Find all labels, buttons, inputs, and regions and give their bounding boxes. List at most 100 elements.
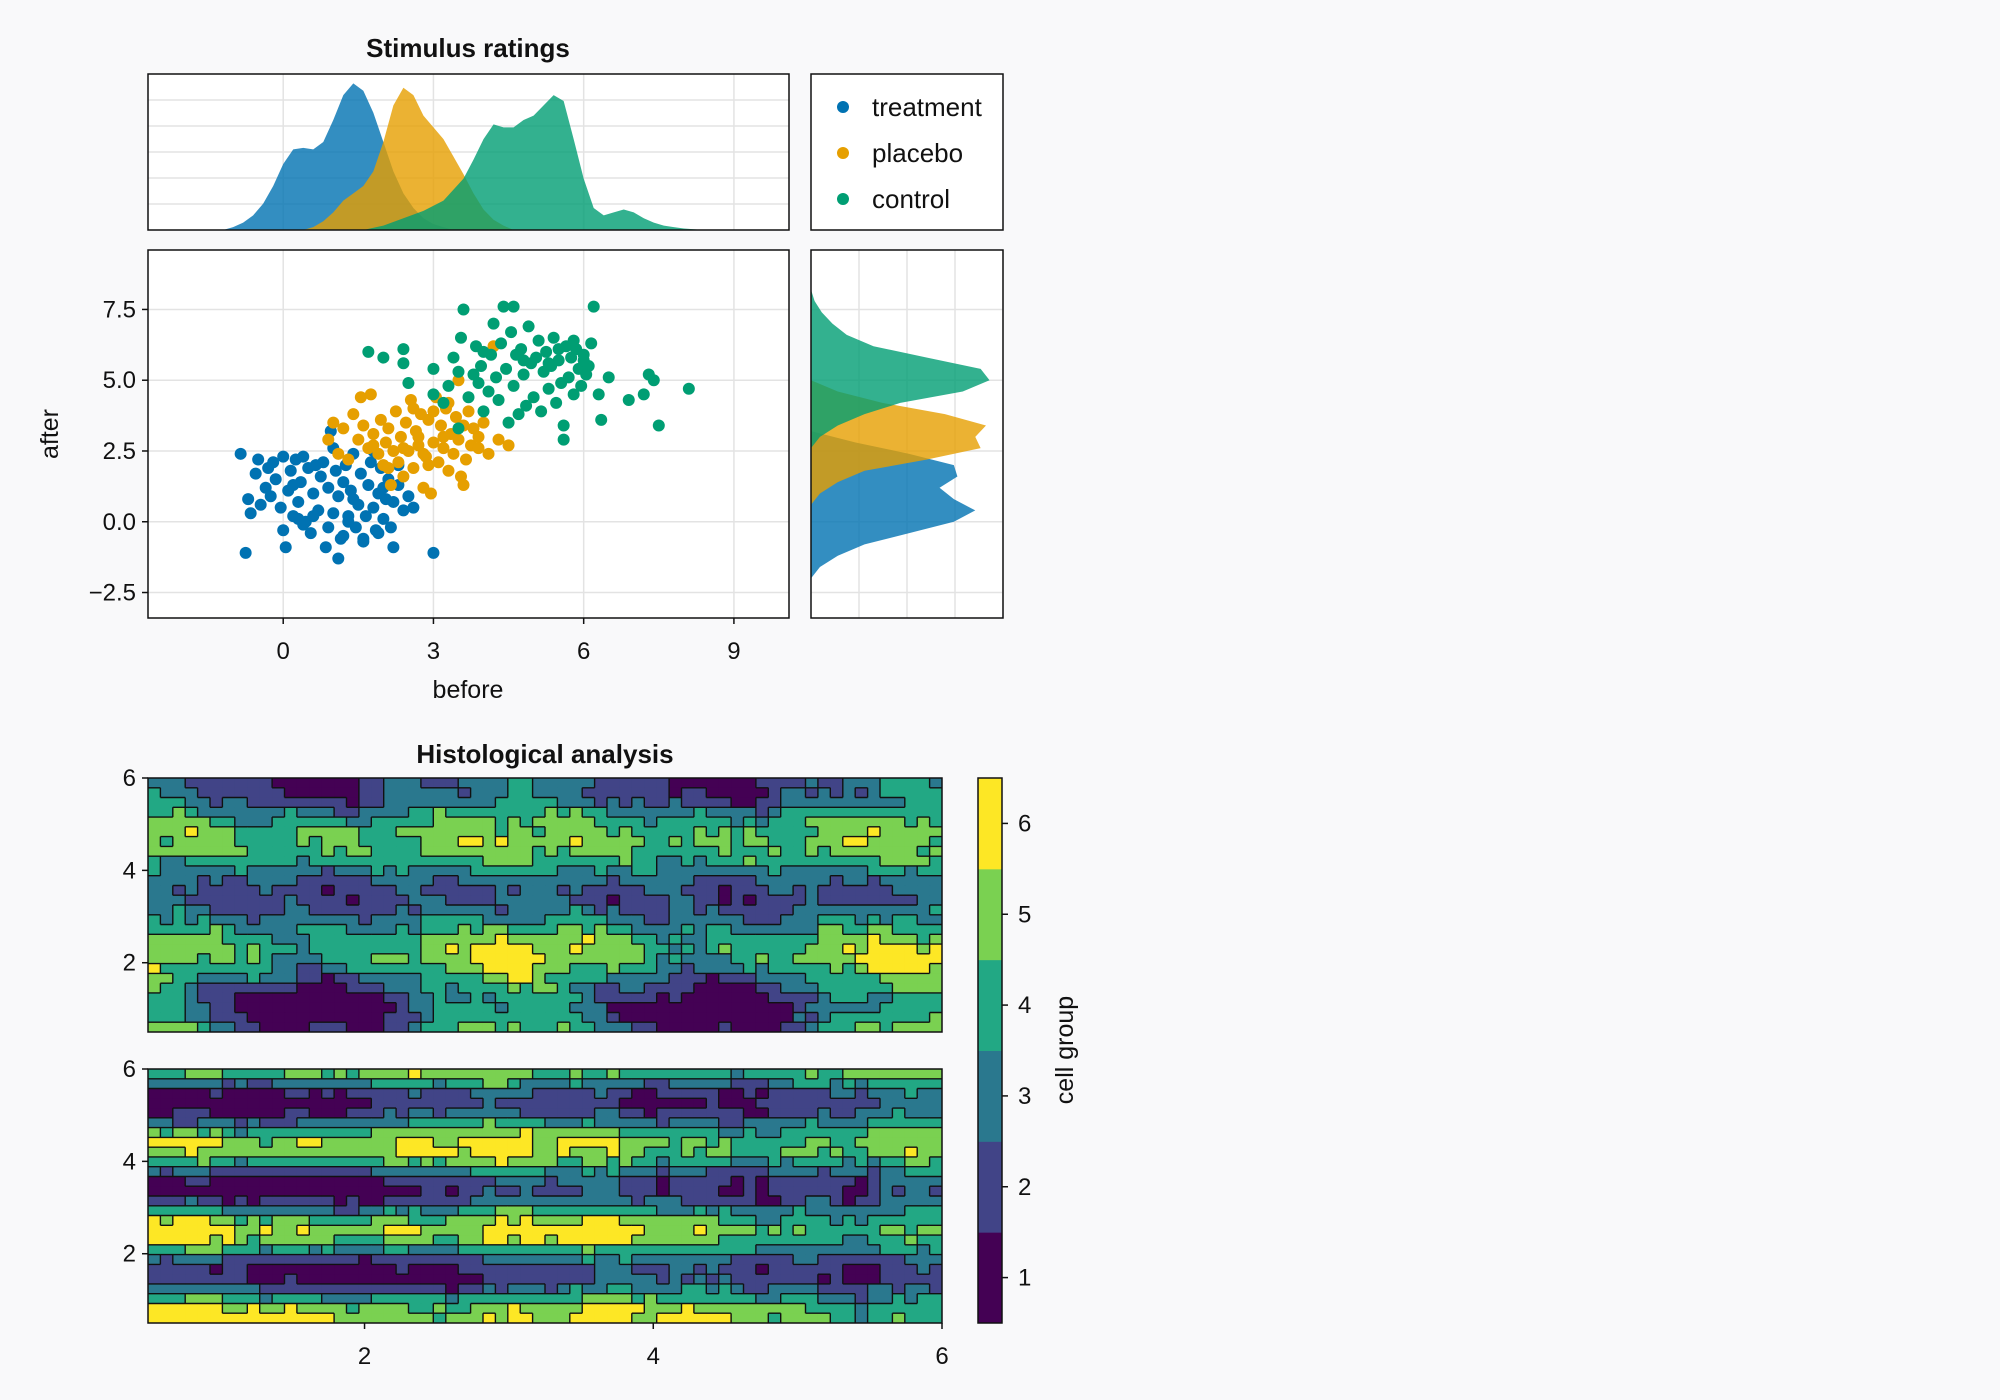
contour-cell <box>433 1196 447 1207</box>
contour-cell <box>830 914 844 926</box>
contour-cell <box>408 778 422 789</box>
contour-cell <box>210 778 224 789</box>
contour-cell <box>160 924 174 935</box>
contour-cell <box>718 1127 732 1138</box>
contour-cell <box>681 856 695 867</box>
contour-cell <box>321 983 335 994</box>
contour-cell <box>160 797 174 808</box>
legend-label-placebo: placebo <box>872 138 963 168</box>
contour-cell <box>904 807 918 818</box>
contour-cell <box>855 1137 869 1148</box>
contour-cell <box>408 1137 422 1148</box>
contour-cell <box>495 1283 509 1295</box>
contour-cell <box>817 1137 831 1148</box>
contour-cell <box>755 778 769 789</box>
contour-cell <box>346 1069 360 1080</box>
x-tick-label: 4 <box>647 1343 660 1370</box>
contour-cell <box>607 1127 621 1138</box>
contour-cell <box>507 817 521 828</box>
contour-cell <box>557 817 571 828</box>
contour-cell <box>433 1313 447 1323</box>
contour-cell <box>160 944 174 955</box>
scatter-point-placebo <box>347 408 360 421</box>
contour-cell <box>358 1235 372 1246</box>
contour-cell <box>644 983 658 994</box>
contour-cell <box>197 983 211 994</box>
contour-cell <box>234 778 248 789</box>
contour-cell <box>669 1127 683 1138</box>
contour-cell <box>631 1166 645 1178</box>
contour-cell <box>793 973 807 984</box>
contour-cell <box>222 1098 236 1109</box>
contour-cell <box>879 973 893 984</box>
contour-cell <box>917 983 931 994</box>
contour-cell <box>296 846 310 857</box>
contour-cell <box>383 992 397 1004</box>
contour-cell <box>656 1205 670 1217</box>
contour-cell <box>445 934 459 945</box>
contour-cell <box>693 1186 707 1197</box>
contour-cell <box>532 1156 546 1168</box>
contour-cell <box>321 992 335 1004</box>
contour-cell <box>420 1147 434 1158</box>
contour-cell <box>532 963 546 974</box>
contour-cell <box>470 846 484 857</box>
contour-cell <box>520 817 534 828</box>
contour-cell <box>607 1186 621 1197</box>
contour-cell <box>693 1244 707 1256</box>
contour-cell <box>892 797 906 808</box>
contour-cell <box>743 1108 757 1119</box>
contour-cell <box>731 836 745 847</box>
contour-cell <box>669 787 683 799</box>
contour-cell <box>793 787 807 799</box>
contour-cell <box>718 1069 732 1080</box>
contour-cell <box>358 1303 372 1314</box>
contour-cell <box>396 836 410 847</box>
contour-cell <box>197 1254 211 1265</box>
contour-cell <box>433 895 447 906</box>
contour-cell <box>842 826 856 838</box>
contour-cell <box>148 1108 162 1119</box>
contour-cell <box>681 836 695 847</box>
contour-cell <box>172 1108 186 1119</box>
contour-cell <box>396 1235 410 1246</box>
contour-cell <box>545 797 559 808</box>
contour-cell <box>929 1254 942 1265</box>
contour-cell <box>768 1215 782 1226</box>
contour-cell <box>929 778 942 789</box>
contour-cell <box>755 817 769 828</box>
contour-cell <box>458 1205 472 1217</box>
contour-cell <box>830 1244 844 1256</box>
contour-cell <box>532 836 546 847</box>
contour-cell <box>284 1022 298 1032</box>
contour-cell <box>210 807 224 818</box>
contour-cell <box>867 1156 881 1168</box>
colorbar-tick-label: 1 <box>1018 1265 1031 1292</box>
contour-cell <box>371 1176 385 1187</box>
contour-cell <box>383 787 397 799</box>
contour-cell <box>247 875 261 887</box>
contour-cell <box>148 1022 162 1032</box>
contour-cell <box>569 1186 583 1197</box>
contour-cell <box>656 1078 670 1090</box>
contour-cell <box>594 1274 608 1285</box>
contour-cell <box>631 826 645 838</box>
scatter-point-control <box>507 379 520 392</box>
contour-cell <box>706 934 720 945</box>
contour-cell <box>507 1022 521 1032</box>
contour-cell <box>420 905 434 916</box>
contour-cell <box>855 1012 869 1023</box>
contour-cell <box>309 1186 323 1197</box>
contour-cell <box>296 1166 310 1178</box>
contour-cell <box>148 1176 162 1187</box>
contour-cell <box>420 944 434 955</box>
contour-cell <box>507 778 521 789</box>
contour-cell <box>545 953 559 965</box>
contour-cell <box>358 778 372 789</box>
contour-cell <box>780 1137 794 1148</box>
contour-cell <box>408 1176 422 1187</box>
contour-cell <box>185 1108 199 1119</box>
contour-cell <box>644 934 658 945</box>
contour-cell <box>371 846 385 857</box>
contour-cell <box>718 856 732 867</box>
